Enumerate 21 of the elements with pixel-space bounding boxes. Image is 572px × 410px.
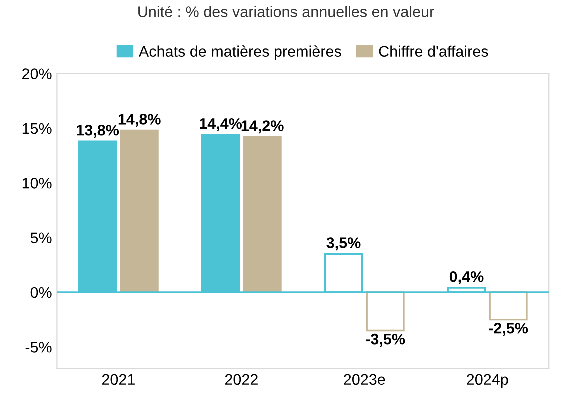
data-label: 14,2% [242,120,284,134]
x-tick-label: 2023e [344,374,386,386]
x-tick-label: 2024p [467,374,508,388]
y-tick-label: 0% [30,287,52,298]
y-tick-label: 15% [22,123,52,134]
data-label: -2,5% [489,322,528,336]
data-label: 3,5% [326,238,361,251]
y-tick-label: 10% [22,178,52,189]
data-label: 13,8% [77,124,120,138]
x-tick-label: 2021 [102,374,135,386]
data-label: -3,5% [366,334,406,347]
x-tick-label: 2022 [225,374,258,386]
y-tick-label: -5% [26,342,52,353]
legend-label: Chiffre d'affaires [379,46,488,58]
legend-label: Achats de matières premières [138,46,342,60]
data-label: 14,8% [118,114,161,128]
y-tick-label: 20% [22,68,52,80]
data-label: 14,4% [200,118,242,132]
chart-title: Unité : % des variations annuelles en valeur [138,6,434,18]
y-tick-label: 5% [30,232,52,244]
data-label: 0,4% [450,271,484,285]
